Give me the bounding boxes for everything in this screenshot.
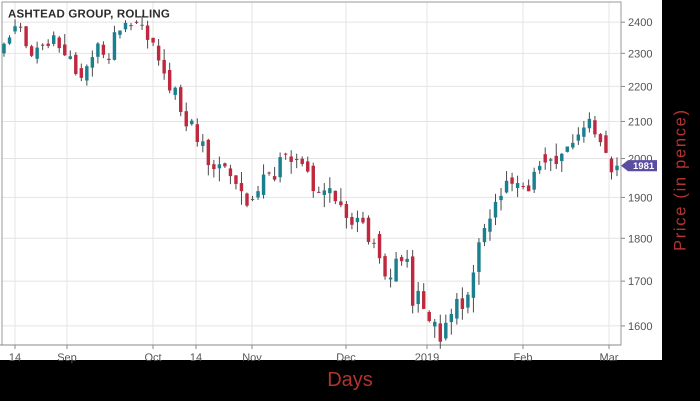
svg-text:2300: 2300	[628, 48, 652, 60]
svg-text:1700: 1700	[628, 276, 652, 288]
svg-text:1600: 1600	[628, 321, 652, 333]
svg-text:1900: 1900	[628, 192, 652, 204]
svg-text:1981: 1981	[633, 161, 655, 172]
svg-text:2100: 2100	[628, 116, 652, 128]
svg-text:2400: 2400	[628, 17, 652, 29]
svg-text:2200: 2200	[628, 81, 652, 93]
svg-text:ASHTEAD GROUP, ROLLING: ASHTEAD GROUP, ROLLING	[8, 9, 170, 21]
svg-text:1800: 1800	[628, 233, 652, 245]
